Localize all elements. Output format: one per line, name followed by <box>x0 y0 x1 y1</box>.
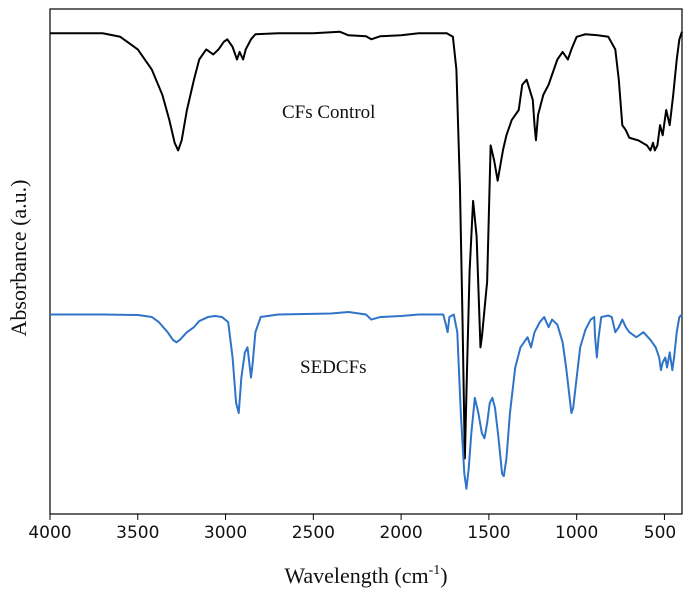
x-tick-label-1500: 1500 <box>467 523 510 543</box>
y-axis-title: Absorbance (a.u.) <box>6 180 31 337</box>
x-tick-marks <box>49 514 665 520</box>
series-group <box>50 30 683 490</box>
x-axis-title-close: ) <box>440 563 447 588</box>
x-tick-label-3500: 3500 <box>116 523 159 543</box>
x-tick-label-3000: 3000 <box>204 523 247 543</box>
x-axis-title: Wavelength (cm-1) <box>284 563 447 588</box>
series-line-sedcfs <box>50 311 683 490</box>
x-tick-label-2500: 2500 <box>292 523 335 543</box>
x-tick-label-4000: 4000 <box>28 523 71 543</box>
x-tick-label-500: 500 <box>644 523 676 543</box>
annotation-sedcfs: SEDCFs <box>300 357 367 378</box>
x-tick-label-1000: 1000 <box>555 523 598 543</box>
annotation-cfs-control: CFs Control <box>282 102 375 123</box>
series-line-cfs-control <box>50 30 683 460</box>
x-tick-label-2000: 2000 <box>379 523 422 543</box>
x-axis-title-superscript: -1 <box>429 563 441 578</box>
x-axis-title-main: Wavelength (cm <box>284 563 428 588</box>
plot-frame <box>49 8 683 515</box>
x-tick-labels: 4000 3500 3000 2500 2000 1500 1000 500 <box>28 523 676 543</box>
